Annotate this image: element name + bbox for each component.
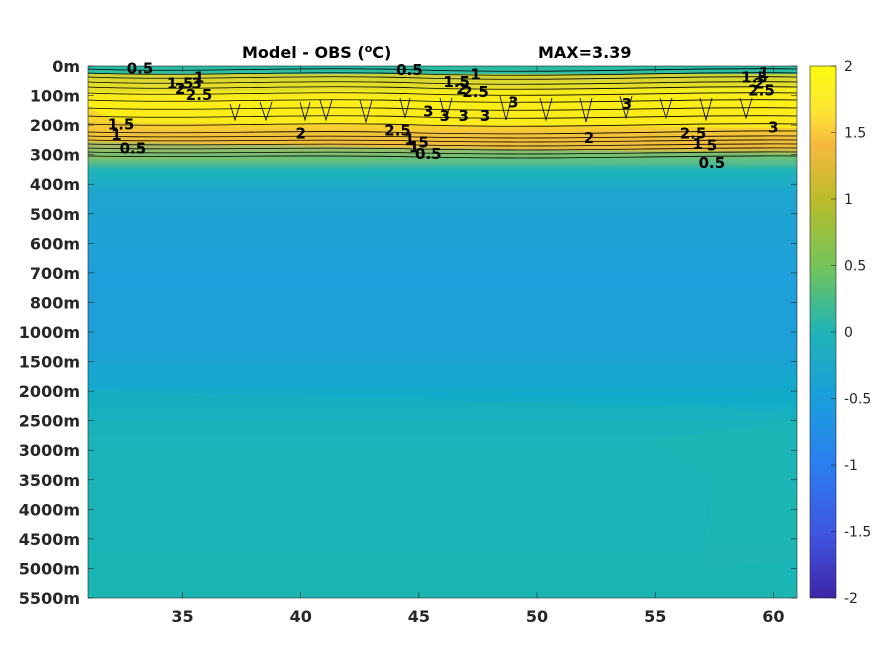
contour-label: 0.5 (396, 61, 423, 79)
colorbar-tick-label: 0.5 (844, 259, 866, 275)
y-tick-label: 600m (30, 234, 80, 253)
contour-label: 3 (440, 107, 450, 125)
contour-label: 3 (459, 107, 469, 125)
contour-label: 1 (409, 138, 419, 156)
contour-label: 2.5 (680, 125, 707, 143)
contour-label: 1 (404, 130, 414, 148)
contour-label: 1.5 (108, 116, 135, 134)
y-tick-label: 4500m (19, 530, 80, 549)
contour-label: 0.5 (699, 154, 726, 172)
y-tick-label: 5000m (19, 559, 80, 578)
contour-label: 1.5 (741, 68, 768, 86)
heatmap-field (88, 66, 797, 598)
colorbar-tick-label: 2 (844, 59, 853, 75)
y-tick-label: 700m (30, 264, 80, 283)
contour-label: 2 (754, 74, 764, 92)
colorbar-tick-label: -1 (844, 458, 858, 474)
max-label: MAX=3.39 (538, 43, 632, 62)
contour-label: 2 (456, 80, 466, 98)
contour-lines (88, 68, 797, 159)
contour-label: 1 (194, 68, 204, 86)
contour-label: 3 (423, 102, 433, 120)
contour-label: 1 (111, 126, 121, 144)
colorbar-tick-label: -2 (844, 591, 858, 607)
contour-labels: 0.51.5 132 2.51.510.520.51.5 122.53 3 3 33 32.5… (108, 59, 779, 172)
y-tick-label: 1500m (19, 353, 80, 372)
colorbar-tick-label: 0 (844, 325, 853, 341)
contour-label: 3 (480, 107, 490, 125)
x-tick-label: 60 (762, 607, 784, 626)
colorbar-tick-label: -0.5 (844, 392, 871, 408)
contour-label: 5 (418, 133, 428, 151)
contour-label: 2.5 (462, 83, 489, 101)
x-tick-label: 45 (408, 607, 430, 626)
y-tick-label: 100m (30, 87, 80, 106)
contour-label: 1.5 (443, 73, 470, 91)
y-tick-label: 400m (30, 175, 80, 194)
contour-label: 1 (470, 65, 480, 83)
contour-label: 5 (707, 136, 717, 154)
colorbar-tick-label: 1 (844, 192, 853, 208)
colorbar-tick-label: 1.5 (844, 126, 866, 142)
y-tick-label: 5500m (19, 589, 80, 608)
x-tick-label: 50 (526, 607, 548, 626)
contour-label: 2.5 (186, 86, 213, 104)
y-tick-label: 3500m (19, 471, 80, 490)
y-tick-label: 4000m (19, 500, 80, 519)
y-axis: 0m 100m 200m 300m 400m 500m 600m 700m 800m 1000m 1… (19, 57, 797, 608)
contour-label: 3 (191, 74, 201, 92)
contour-label: 2 (295, 125, 305, 143)
contour-label: 0.5 (415, 145, 442, 163)
y-tick-label: 1000m (19, 323, 80, 342)
y-tick-label: 300m (30, 146, 80, 165)
colorbar-axis: 2 1.5 1 0.5 0 -0.5 -1 -1.5 -2 (831, 59, 871, 607)
contour-label: 1.5 (167, 74, 194, 92)
y-tick-label: 0m (52, 57, 80, 76)
y-tick-label: 800m (30, 293, 80, 312)
y-tick-label: 500m (30, 205, 80, 224)
x-axis: 35 40 45 50 55 60 (171, 66, 784, 626)
y-tick-label: 3000m (19, 441, 80, 460)
contour-label: 3 (508, 93, 518, 111)
y-tick-label: 2500m (19, 412, 80, 431)
chart-title: Model - OBS (oC) (242, 42, 391, 62)
contour-label: 1 (759, 64, 769, 82)
y-tick-label: 200m (30, 116, 80, 135)
y-tick-label: 2000m (19, 382, 80, 401)
x-tick-label: 40 (290, 607, 312, 626)
contour-label: 2 (584, 129, 594, 147)
colorbar-tick-label: -1.5 (844, 525, 871, 541)
contour-label: 3 (768, 119, 778, 137)
x-tick-label: 35 (171, 607, 193, 626)
contour-label: 2 (175, 80, 185, 98)
contour-label: 2.5 (748, 82, 775, 100)
contour-label: 0.5 (127, 59, 154, 77)
contour-label: 2.5 (384, 122, 411, 140)
contour-label: 0.5 (120, 139, 147, 157)
contour-label: 3 (622, 95, 632, 113)
contour-label: 1 (693, 135, 703, 153)
x-tick-label: 55 (644, 607, 666, 626)
